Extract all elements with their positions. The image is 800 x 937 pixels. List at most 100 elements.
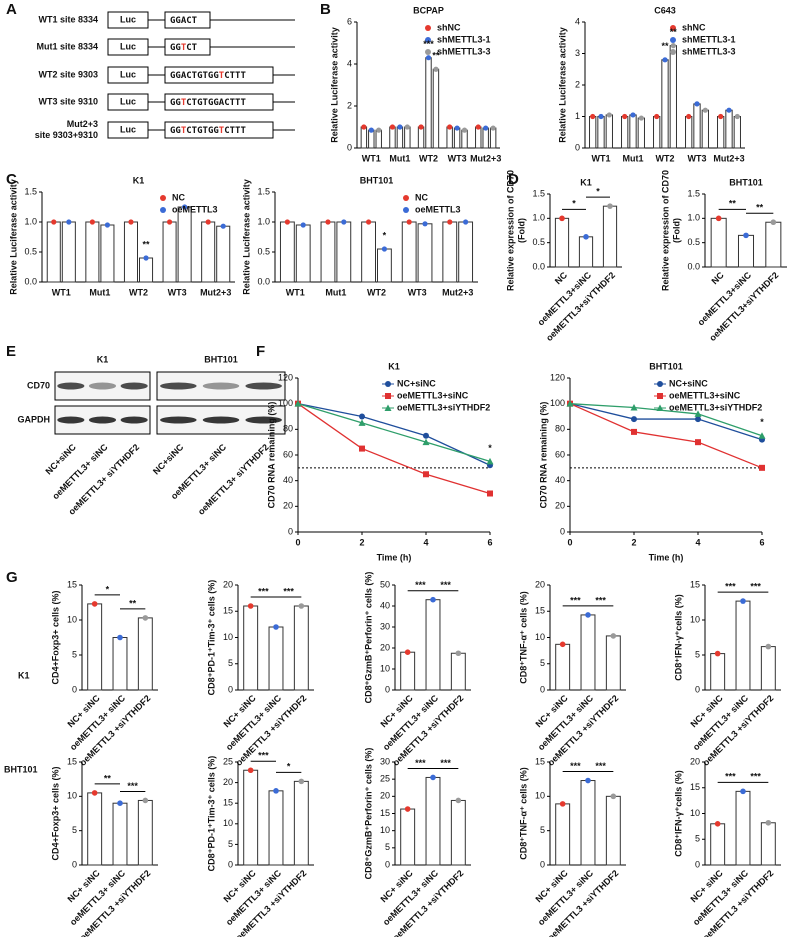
sequence-part: GG [170, 126, 181, 136]
bar [162, 221, 177, 283]
sequence-part: GGACT [170, 16, 198, 26]
data-point [607, 203, 613, 209]
sequence-part: T [181, 98, 187, 108]
legend-marker [385, 393, 391, 399]
bar [461, 129, 468, 149]
legend-label: shNC [437, 22, 461, 32]
series-line [297, 403, 491, 495]
y-tick-label: 0.0 [687, 261, 700, 271]
significance: *** [258, 751, 269, 761]
y-tick-label: 5 [72, 649, 77, 659]
x-axis-label: Time (h) [377, 552, 412, 562]
x-tick-label: Mut1 [325, 287, 346, 297]
data-point [447, 124, 453, 130]
sequence: GGTCTGTGGTCTTT [170, 126, 246, 136]
luc-label: Luc [120, 41, 136, 51]
bar [396, 126, 404, 149]
data-point [425, 55, 432, 61]
construct-label: site 9303+9310 [35, 130, 98, 140]
blot-band [245, 382, 282, 390]
y-axis-label: CD8⁺IFN-γ⁺cells (%) [673, 594, 683, 681]
data-point [765, 643, 772, 650]
x-tick-label: WT2 [656, 153, 675, 163]
data-point [585, 612, 591, 618]
y-tick-label: 0.5 [24, 246, 37, 256]
y-tick-label: 15 [380, 808, 390, 818]
bar [417, 223, 433, 283]
data-point [91, 790, 98, 796]
data-point [770, 219, 777, 226]
y-axis-label: CD8⁺PD-1⁺Tim-3⁺ cells (%) [206, 580, 216, 696]
y-tick-label: 20 [380, 642, 390, 652]
y-tick-label: 40 [283, 475, 293, 485]
data-point [662, 57, 668, 63]
data-point [89, 219, 95, 225]
bar [597, 116, 605, 149]
legend-label: oeMETTL3+siYTHDF2 [669, 402, 762, 412]
data-point [686, 113, 692, 120]
y-tick-label: 0 [72, 684, 77, 694]
bar [425, 599, 441, 691]
bar [112, 802, 128, 866]
y-axis-label: (Fold) [516, 218, 526, 243]
data-point [759, 464, 765, 471]
blot-band [88, 382, 117, 390]
bar [450, 799, 466, 866]
bar [458, 221, 474, 283]
y-tick-label: 0 [560, 526, 565, 536]
blot-band [160, 416, 197, 424]
legend-marker [403, 195, 409, 201]
data-point [128, 219, 134, 225]
y-tick-label: 15 [67, 579, 77, 589]
bar [401, 221, 417, 283]
panel-label: E [6, 343, 16, 360]
significance: ** [129, 598, 137, 608]
y-axis-label: CD4+Foxp3+ cells (%) [50, 766, 60, 860]
y-tick-label: 0 [540, 684, 545, 694]
y-tick-label: 0.5 [257, 246, 270, 256]
y-tick-label: 3 [575, 48, 580, 58]
bar [605, 795, 621, 866]
data-point [117, 800, 123, 806]
blot-band [57, 382, 85, 390]
y-tick-label: 10 [223, 818, 233, 828]
bar [760, 822, 776, 866]
data-point [463, 219, 469, 225]
significance: ** [670, 27, 678, 37]
construct-label: Mut1 site 8334 [36, 41, 98, 51]
legend-label: shMETTL3-1 [437, 34, 491, 44]
data-point [142, 797, 149, 804]
luc-box [107, 93, 149, 111]
bar [400, 808, 416, 866]
bar [368, 129, 375, 149]
data-point [461, 127, 468, 133]
data-point [422, 438, 430, 446]
panel-label: C [6, 171, 17, 188]
bar [605, 114, 613, 149]
y-tick-label: 5 [228, 658, 233, 668]
bar [216, 225, 231, 283]
x-tick-label: WT1 [286, 287, 305, 297]
bar [360, 126, 368, 149]
y-tick-label: 0 [385, 859, 390, 869]
y-tick-label: 1.0 [24, 216, 37, 226]
data-point [423, 471, 429, 478]
bar [377, 248, 392, 283]
data-point [247, 603, 254, 609]
lane-label: NC+siNC [151, 442, 186, 477]
data-point [715, 215, 722, 222]
x-tick-label: WT3 [168, 287, 187, 297]
bar [602, 205, 618, 268]
data-point [273, 788, 279, 794]
significance: *** [440, 580, 451, 590]
bar [432, 68, 440, 149]
bar [475, 126, 482, 149]
panel-label: F [256, 343, 265, 360]
bar [578, 236, 594, 268]
y-tick-label: 80 [555, 424, 565, 434]
legend-marker [384, 404, 392, 411]
y-tick-label: 10 [535, 632, 545, 642]
data-point [220, 223, 226, 229]
x-tick-label: WT2 [367, 287, 386, 297]
data-point [404, 124, 410, 130]
